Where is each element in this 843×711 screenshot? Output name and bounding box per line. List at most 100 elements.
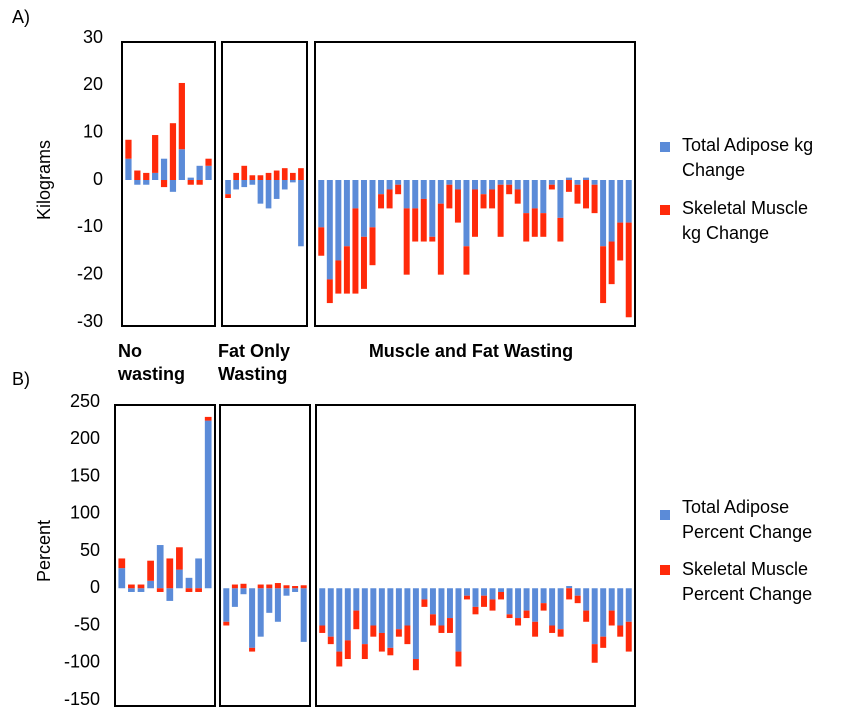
bar-segment — [464, 595, 470, 600]
legend-label: Skeletal Muscle kg Change — [682, 198, 809, 243]
bar-segment — [178, 149, 185, 180]
bar-segment — [557, 180, 564, 218]
bar-segment — [583, 177, 590, 180]
bar-segment — [233, 172, 239, 180]
bar-segment — [335, 180, 342, 261]
bar-segment — [249, 175, 256, 180]
bar-segment — [156, 588, 164, 592]
group-label: Muscle and Fat Wasting — [368, 341, 574, 361]
legend-swatch — [660, 510, 670, 520]
bar-segment — [128, 584, 135, 589]
bar-segment — [369, 180, 376, 228]
bar-segment — [480, 194, 487, 209]
bar-segment — [265, 172, 272, 180]
bar-segment — [300, 585, 307, 589]
bar-segment — [273, 170, 280, 180]
bar-segment — [600, 588, 607, 637]
bar-segment — [464, 588, 470, 596]
bar-segment — [134, 170, 141, 180]
bar-segment — [446, 180, 453, 185]
bar-segment — [506, 588, 513, 615]
bar-segment — [591, 588, 598, 645]
bar-segment — [617, 180, 624, 223]
bar-segment — [608, 241, 615, 285]
bar-segment — [292, 588, 299, 592]
bar-segment — [574, 588, 581, 596]
bar-segment — [386, 180, 393, 190]
bar-segment — [617, 222, 624, 261]
bar-segment — [540, 213, 547, 237]
legend-swatch — [660, 205, 670, 215]
bar-segment — [600, 246, 607, 304]
bar-segment — [549, 588, 556, 626]
bar-segment — [137, 584, 145, 589]
bar-segment — [472, 588, 479, 607]
bar-segment — [438, 625, 445, 633]
bar-segment — [370, 588, 377, 626]
bar-segment — [515, 618, 522, 626]
bar-segment — [169, 123, 177, 180]
bar-segment — [257, 175, 264, 180]
bar-segment — [249, 180, 256, 185]
bar-segment — [565, 180, 572, 192]
bar-segment — [378, 180, 385, 195]
bar-segment — [378, 632, 385, 652]
bar-segment — [387, 647, 394, 656]
y-tick-label: 0 — [90, 577, 100, 597]
bar-segment — [160, 180, 168, 188]
bar-segment — [318, 180, 325, 228]
bar-segment — [437, 203, 444, 275]
bar-segment — [143, 180, 150, 185]
y-tick-label: 0 — [93, 169, 103, 189]
bar-segment — [327, 588, 334, 637]
bar-segment — [290, 172, 296, 180]
bar-segment — [196, 165, 203, 180]
bar-segment — [566, 588, 573, 600]
bar-segment — [600, 180, 607, 247]
y-tick-label: 50 — [80, 540, 100, 560]
bar-segment — [283, 588, 290, 596]
bar-segment — [395, 184, 402, 195]
bar-segment — [574, 595, 581, 604]
bar-segment — [283, 585, 290, 589]
bar-segment — [241, 165, 248, 180]
bar-segment — [557, 217, 564, 242]
bar-segment — [429, 180, 436, 237]
group-label: Fat Only Wasting — [218, 341, 291, 384]
bar-segment — [343, 246, 350, 294]
bar-segment — [204, 416, 212, 421]
y-tick-label: -30 — [77, 311, 103, 331]
bar-segment — [497, 180, 504, 185]
bar-segment — [319, 625, 326, 633]
bar-segment — [249, 647, 256, 652]
bar-segment — [548, 180, 555, 185]
bar-segment — [583, 610, 590, 622]
bar-segment — [147, 580, 154, 589]
bar-segment — [290, 180, 296, 183]
legend-swatch — [660, 565, 670, 575]
bar-segment — [506, 180, 513, 185]
bar-segment — [266, 588, 273, 613]
bar-segment — [438, 588, 445, 626]
bar-segment — [515, 588, 522, 619]
bar-segment — [378, 588, 385, 633]
bar-segment — [497, 184, 504, 237]
bar-segment — [166, 558, 174, 589]
bar-segment — [548, 184, 555, 190]
bar-segment — [617, 588, 624, 626]
bar-segment — [187, 177, 194, 180]
bar-segment — [625, 222, 632, 318]
group-box — [114, 404, 216, 707]
panel-label: B) — [12, 369, 30, 389]
bar-segment — [143, 172, 150, 180]
bar-segment — [223, 621, 230, 626]
bar-segment — [454, 180, 461, 190]
bar-segment — [118, 558, 126, 569]
bar-segment — [498, 591, 505, 600]
bar-segment — [617, 625, 624, 637]
bar-segment — [336, 588, 343, 652]
legend-swatch — [660, 142, 670, 152]
bar-segment — [455, 651, 462, 667]
bar-segment — [523, 213, 530, 242]
